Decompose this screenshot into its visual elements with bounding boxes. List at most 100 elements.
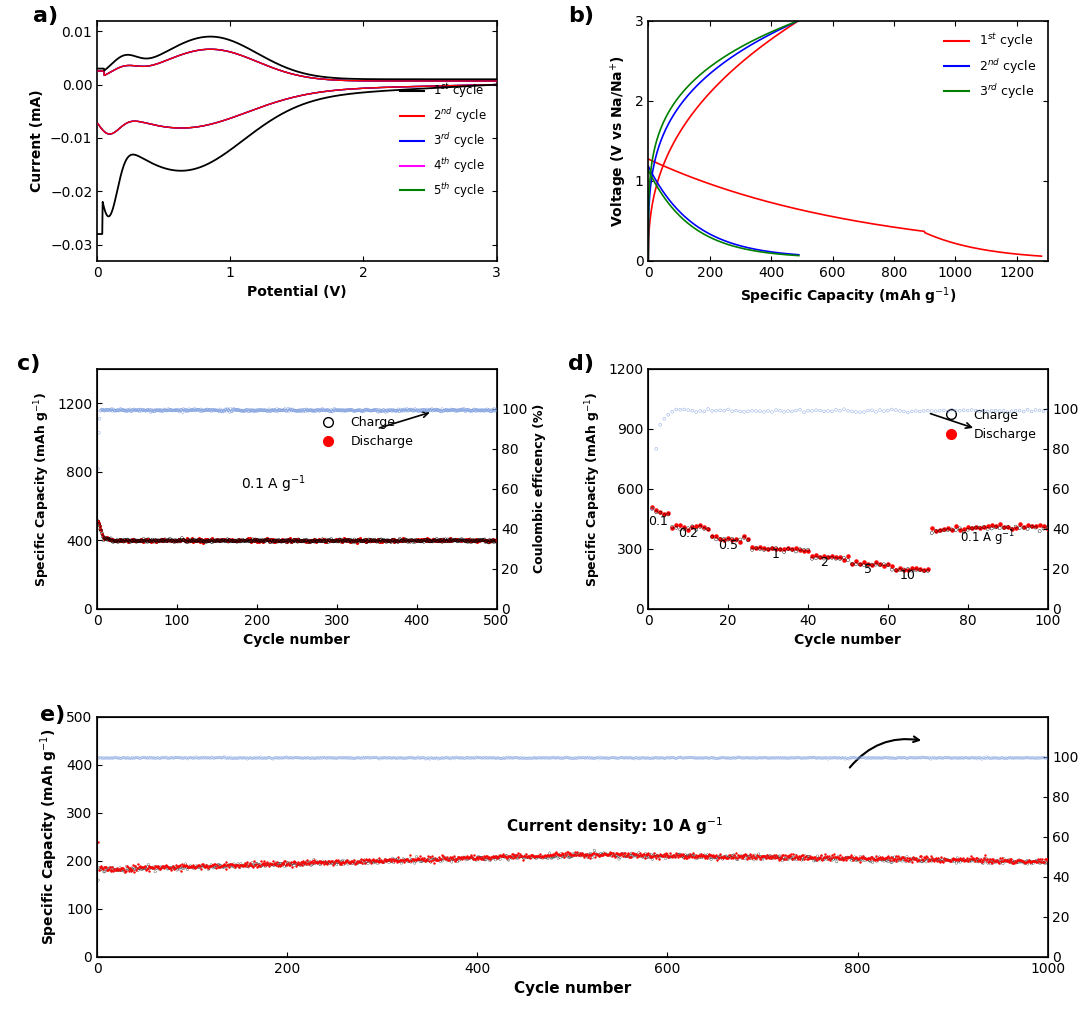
Point: [741, 749, 758, 766]
Point: [568, 844, 585, 860]
Point: [201, 532, 218, 548]
Point: [705, 850, 723, 866]
Point: [904, 749, 921, 766]
Point: [388, 532, 405, 548]
Point: [860, 850, 877, 866]
Point: [372, 532, 389, 548]
Point: [238, 533, 255, 549]
Point: [620, 750, 637, 767]
Point: [336, 402, 353, 419]
Point: [998, 852, 1015, 868]
Point: [786, 750, 804, 767]
Point: [93, 861, 110, 878]
Point: [151, 750, 168, 767]
Point: [451, 532, 469, 548]
Point: [860, 851, 877, 867]
Point: [298, 532, 315, 548]
Point: [822, 750, 839, 767]
Point: [400, 533, 417, 549]
Point: [663, 849, 680, 865]
Point: [372, 749, 389, 766]
Point: [338, 749, 355, 766]
Point: [99, 531, 117, 547]
Point: [386, 851, 403, 867]
Point: [662, 845, 679, 861]
Point: [947, 522, 964, 538]
Point: [105, 534, 122, 551]
Point: [687, 848, 704, 864]
Point: [734, 849, 752, 865]
Point: [634, 846, 651, 862]
Point: [917, 749, 934, 766]
Point: [443, 532, 460, 548]
Point: [449, 851, 467, 867]
Point: [949, 852, 967, 868]
Point: [163, 532, 180, 548]
Point: [262, 750, 280, 767]
Point: [1013, 750, 1030, 767]
Point: [995, 520, 1012, 536]
Point: [415, 749, 432, 766]
Point: [1002, 854, 1020, 871]
Point: [122, 750, 139, 767]
Point: [148, 860, 165, 877]
Point: [274, 402, 292, 419]
Point: [1039, 521, 1056, 537]
Point: [170, 749, 187, 766]
Point: [116, 531, 133, 547]
Point: [446, 850, 463, 866]
Point: [130, 401, 147, 418]
Point: [310, 750, 327, 767]
Point: [491, 851, 509, 867]
Point: [623, 847, 640, 863]
Point: [819, 749, 836, 766]
Point: [743, 750, 760, 767]
Point: [286, 854, 303, 871]
Point: [228, 532, 245, 548]
Point: [167, 532, 185, 548]
Point: [417, 853, 434, 870]
Point: [690, 848, 707, 864]
Point: [631, 750, 648, 767]
Point: [867, 554, 885, 570]
Point: [238, 855, 255, 872]
Point: [859, 851, 876, 867]
Point: [399, 401, 416, 418]
Point: [254, 857, 271, 874]
Point: [399, 851, 416, 867]
Point: [171, 531, 188, 547]
Point: [485, 402, 502, 419]
Point: [364, 533, 381, 549]
Point: [354, 402, 372, 419]
Point: [393, 533, 410, 549]
Point: [457, 852, 474, 868]
Point: [258, 530, 275, 546]
Point: [556, 848, 573, 864]
Point: [234, 531, 252, 547]
Point: [475, 532, 492, 548]
Point: [896, 852, 914, 868]
Point: [964, 750, 982, 767]
Point: [181, 749, 199, 766]
Point: [179, 402, 197, 419]
Point: [1025, 749, 1042, 766]
Point: [1035, 749, 1052, 766]
Point: [873, 850, 890, 866]
Point: [343, 750, 361, 767]
Point: [637, 847, 654, 863]
Point: [151, 861, 168, 878]
Point: [242, 857, 259, 874]
Point: [234, 858, 252, 875]
Point: [364, 854, 381, 871]
Point: [313, 854, 330, 871]
Point: [839, 552, 856, 568]
Point: [437, 532, 455, 548]
Point: [480, 402, 497, 419]
Point: [478, 849, 496, 865]
Point: [161, 402, 178, 419]
Point: [496, 848, 513, 864]
Point: [829, 849, 847, 865]
Point: [230, 858, 247, 875]
Point: [315, 855, 333, 872]
Point: [253, 533, 270, 549]
